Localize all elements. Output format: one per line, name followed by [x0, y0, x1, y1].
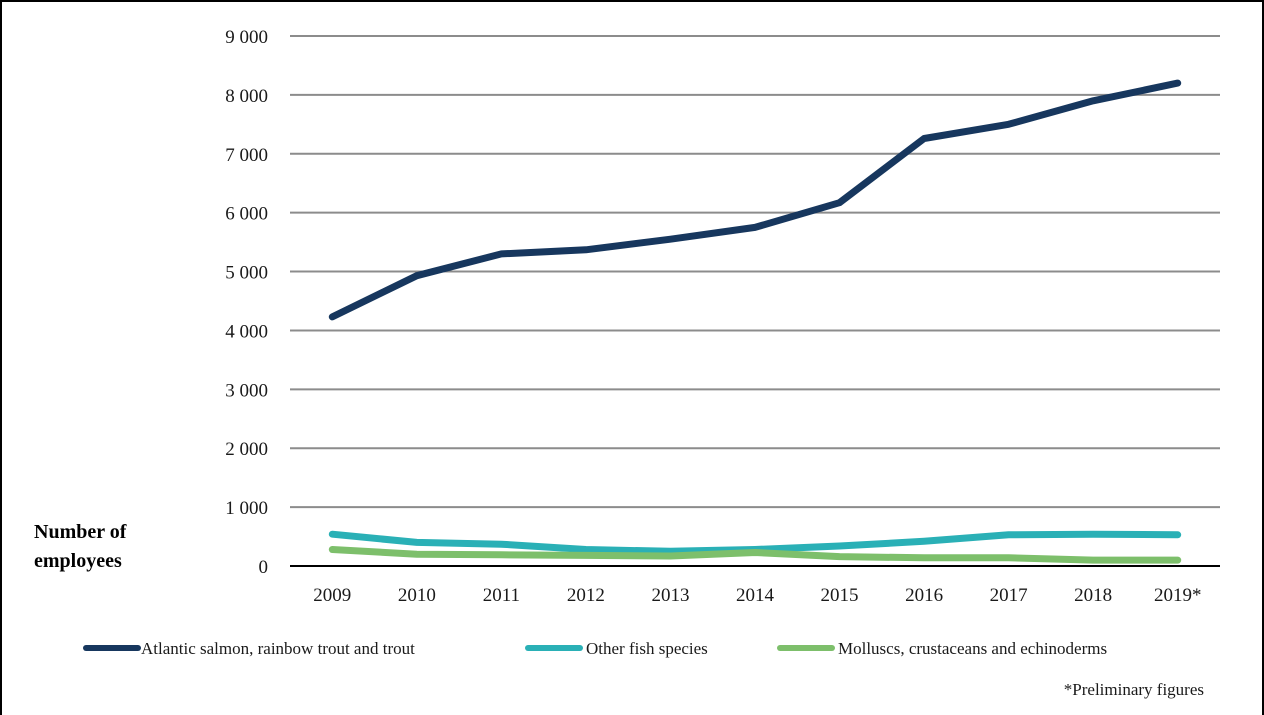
y-tick-label: 8 000 [225, 86, 268, 107]
y-tick-label: 9 000 [225, 27, 268, 48]
x-tick-label: 2012 [567, 585, 605, 606]
y-axis-label-line-2: employees [34, 550, 122, 572]
x-tick-label: 2019* [1154, 585, 1202, 606]
x-tick-label: 2010 [398, 585, 436, 606]
y-tick-label: 7 000 [225, 145, 268, 166]
x-tick-label: 2015 [821, 585, 859, 606]
legend-label: Other fish species [586, 639, 708, 658]
preliminary-figures-note: *Preliminary figures [1064, 680, 1204, 699]
series-lines [328, 79, 1182, 564]
legend-label: Atlantic salmon, rainbow trout and trout [141, 639, 415, 658]
y-tick-label: 6 000 [225, 204, 268, 225]
gridlines [290, 35, 1220, 567]
x-tick-label: 2013 [651, 585, 689, 606]
x-tick-label: 2009 [313, 585, 351, 606]
x-tick-label: 2016 [905, 585, 943, 606]
x-tick-label: 2018 [1074, 585, 1112, 606]
y-tick-label: 5 000 [225, 263, 268, 284]
x-axis-tick-labels: 2009 2010 2011 2012 2013 2014 2015 2016 2017 2018… [313, 585, 1201, 606]
legend-label: Molluscs, crustaceans and echinoderms [838, 639, 1107, 658]
y-axis-label-line-1: Number of [34, 521, 127, 543]
series-line-2 [328, 530, 1182, 555]
series-line-1 [328, 79, 1182, 321]
y-axis-tick-labels: 0 1 000 2 000 3 000 4 000 5 000 6 000 7 000 8 00… [225, 27, 268, 578]
y-tick-label: 4 000 [225, 321, 268, 342]
x-tick-label: 2017 [990, 585, 1028, 606]
y-tick-label: 2 000 [225, 439, 268, 460]
y-tick-label: 1 000 [225, 498, 268, 519]
legend: Atlantic salmon, rainbow trout and trout… [83, 639, 1107, 658]
y-tick-label: 3 000 [225, 380, 268, 401]
x-tick-label: 2014 [736, 585, 775, 606]
series-line-3 [328, 546, 1182, 564]
x-tick-label: 2011 [483, 585, 520, 606]
y-tick-label: 0 [259, 557, 269, 578]
